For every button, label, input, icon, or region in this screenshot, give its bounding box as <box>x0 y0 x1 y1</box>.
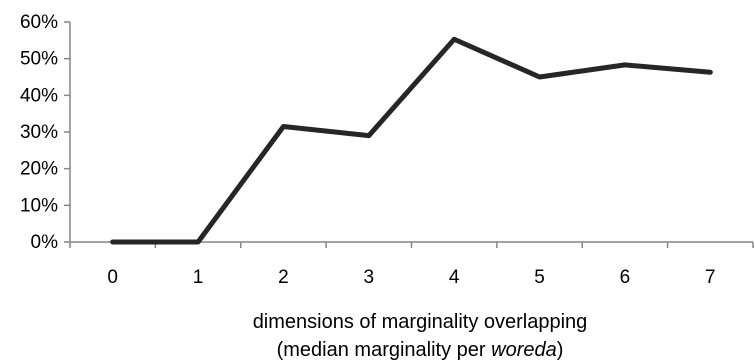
x-axis: 0 1 2 3 4 5 6 7 <box>69 241 754 288</box>
y-tick-label: 0% <box>31 232 59 253</box>
y-tick-label: 10% <box>20 195 58 216</box>
y-tick-label: 50% <box>20 49 58 70</box>
y-axis: 0% 10% 20% 30% 40% 50% 60% <box>20 12 71 253</box>
data-point <box>624 64 626 66</box>
x-axis-title-line1: dimensions of marginality overlapping <box>253 311 588 333</box>
x-tick-label: 3 <box>364 267 375 288</box>
data-point <box>453 38 455 40</box>
x-axis-title-line2-suffix: ) <box>557 339 564 361</box>
x-tick-label: 6 <box>620 267 631 288</box>
data-point <box>112 241 114 243</box>
y-tick-label: 30% <box>20 122 58 143</box>
plot-area <box>110 36 713 245</box>
data-point <box>368 135 370 137</box>
data-point <box>539 76 541 78</box>
x-axis-title-line2-italic: woreda <box>491 339 557 361</box>
y-tick-label: 60% <box>20 12 58 33</box>
data-point <box>197 241 199 243</box>
y-tick-label: 20% <box>20 159 58 180</box>
data-point <box>709 71 711 73</box>
y-tick-label: 40% <box>20 85 58 106</box>
x-axis-title-line2: (median marginality per woreda) <box>277 339 564 361</box>
series-line <box>110 36 713 245</box>
x-tick-label: 7 <box>705 267 716 288</box>
x-tick-label: 1 <box>193 267 204 288</box>
x-tick-label: 4 <box>449 267 460 288</box>
data-point <box>282 126 284 127</box>
axis-titles: dimensions of marginality overlapping (m… <box>253 311 588 361</box>
x-axis-title-line2-prefix: (median marginality per <box>277 339 492 361</box>
x-tick-label: 0 <box>107 267 118 288</box>
x-tick-label: 5 <box>534 267 545 288</box>
x-tick-label: 2 <box>278 267 289 288</box>
